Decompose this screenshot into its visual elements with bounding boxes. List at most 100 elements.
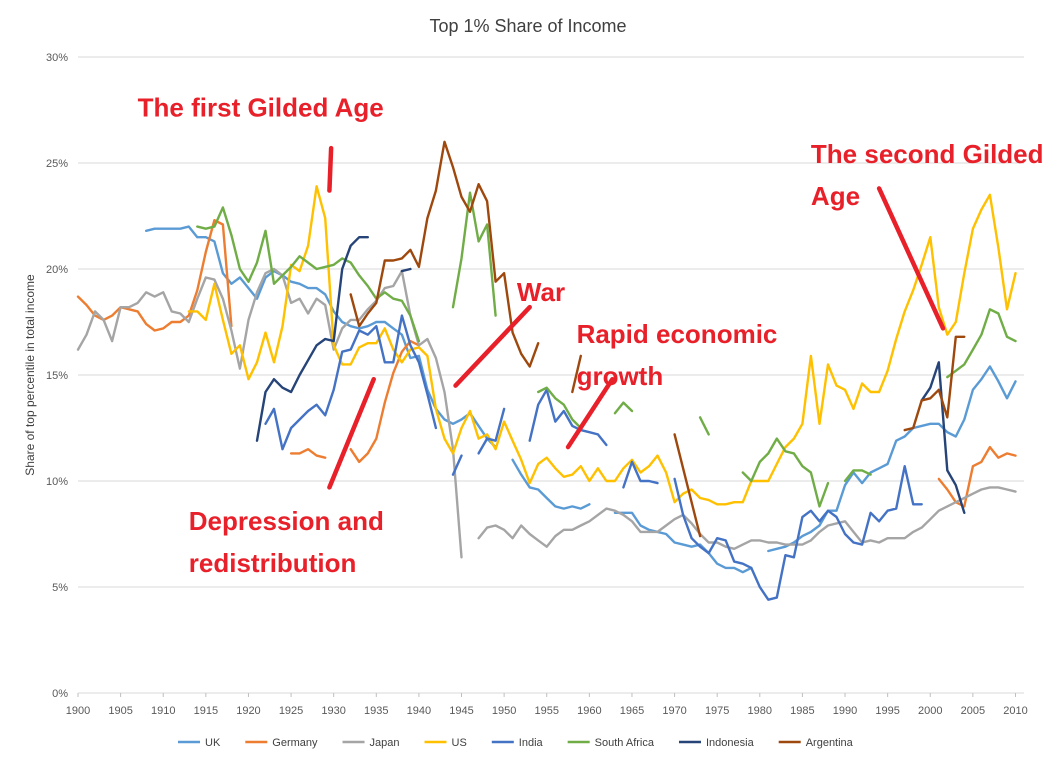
series-line	[477, 486, 1017, 550]
legend-item: South Africa	[567, 737, 655, 749]
series-line	[349, 339, 421, 464]
y-tick-label: 20%	[46, 264, 68, 276]
series-line	[451, 191, 497, 317]
x-tick-label: 2000	[918, 705, 942, 717]
legend-label: South Africa	[595, 737, 655, 749]
y-tick-label: 15%	[46, 370, 68, 382]
series-line	[673, 433, 702, 538]
series-line	[741, 437, 830, 508]
annotation: Depression and redistribution	[189, 376, 384, 578]
series-line	[537, 386, 582, 430]
annotation-text: Depression and	[189, 506, 384, 536]
y-tick-label: 5%	[52, 582, 68, 594]
annotation-text: The second Gilded	[811, 139, 1044, 169]
gridlines	[78, 56, 1024, 694]
series-line	[196, 206, 421, 343]
annotation-marker	[565, 376, 615, 450]
legend-item: India	[491, 737, 544, 749]
series-line	[264, 314, 438, 451]
y-axis-label: Share of top percentile in total income	[23, 274, 37, 476]
series-lines	[76, 140, 1017, 601]
series-line	[843, 469, 872, 483]
legend: UK Germany Japan US India South Africa Indones…	[178, 737, 854, 749]
legend-item: Japan	[342, 737, 400, 749]
x-tick-label: 1960	[577, 705, 601, 717]
y-tick-label: 10%	[46, 476, 68, 488]
legend-label: US	[452, 737, 467, 749]
x-tick-label: 1925	[279, 705, 303, 717]
x-tick-label: 1945	[449, 705, 473, 717]
y-tick-label: 25%	[46, 158, 68, 170]
x-tick-label: 1970	[662, 705, 686, 717]
legend-label: Argentina	[806, 737, 854, 749]
annotation: Rapid economic growth	[565, 319, 778, 450]
legend-label: UK	[205, 737, 221, 749]
legend-label: Germany	[272, 737, 318, 749]
series-line	[76, 267, 463, 559]
series-line	[187, 185, 1017, 506]
y-tick-label: 0%	[52, 688, 68, 700]
x-tick-label: 1950	[492, 705, 516, 717]
legend-item: UK	[178, 737, 221, 749]
series-line	[349, 140, 540, 368]
series-line	[698, 416, 710, 436]
annotation-text: The first Gilded Age	[138, 92, 384, 122]
series-line	[571, 354, 582, 394]
series-line	[920, 361, 966, 514]
annotation-marker	[327, 376, 376, 490]
series-argentina	[349, 140, 966, 538]
series-line	[613, 511, 753, 574]
x-tick-label: 1940	[407, 705, 431, 717]
series-south-africa	[196, 191, 1017, 508]
x-tick-label: 1930	[321, 705, 345, 717]
annotation-text: Rapid economic	[577, 319, 778, 349]
series-line	[673, 465, 923, 601]
x-tick-label: 1905	[108, 705, 132, 717]
x-tick-label: 1965	[620, 705, 644, 717]
series-line	[511, 458, 591, 510]
series-line	[946, 308, 1017, 379]
series-line	[400, 267, 412, 273]
series-line	[622, 460, 659, 489]
series-line	[255, 235, 369, 442]
x-tick-label: 1955	[534, 705, 558, 717]
y-axis-ticks: 0% 5% 10% 15% 20% 25% 30%	[46, 52, 68, 700]
series-line	[767, 365, 1017, 553]
legend-label: India	[519, 737, 544, 749]
annotations: The first Gilded Age Depression and redist…	[138, 92, 1044, 577]
series-us	[187, 185, 1017, 506]
series-line	[451, 454, 463, 476]
x-tick-label: 1935	[364, 705, 388, 717]
annotation-marker	[876, 186, 946, 331]
annotation-text: War	[517, 277, 565, 307]
series-japan	[76, 267, 1017, 559]
series-indonesia	[255, 235, 966, 514]
series-line	[937, 445, 1017, 508]
legend-item: Germany	[245, 737, 318, 749]
annotation: The second Gilded Age	[811, 139, 1044, 331]
y-tick-label: 30%	[46, 52, 68, 64]
legend-item: Indonesia	[678, 737, 755, 749]
x-tick-label: 1985	[790, 705, 814, 717]
series-line	[613, 401, 634, 415]
annotation-marker	[453, 304, 532, 388]
series-line	[528, 388, 608, 447]
x-tick-label: 1990	[833, 705, 857, 717]
x-tick-label: 2010	[1003, 705, 1027, 717]
annotation-text: redistribution	[189, 548, 357, 578]
x-tick-label: 1995	[875, 705, 899, 717]
annotation: The first Gilded Age	[138, 92, 384, 193]
legend-label: Indonesia	[706, 737, 755, 749]
series-line	[144, 225, 497, 449]
legend-item: Argentina	[778, 737, 854, 749]
x-tick-label: 1915	[194, 705, 218, 717]
x-tick-label: 2005	[961, 705, 985, 717]
series-germany	[76, 218, 1017, 508]
x-tick-label: 1975	[705, 705, 729, 717]
annotation-marker	[327, 145, 334, 193]
series-line	[477, 407, 506, 455]
series-line	[289, 448, 327, 459]
legend-item: US	[424, 737, 467, 749]
x-tick-label: 1900	[66, 705, 90, 717]
